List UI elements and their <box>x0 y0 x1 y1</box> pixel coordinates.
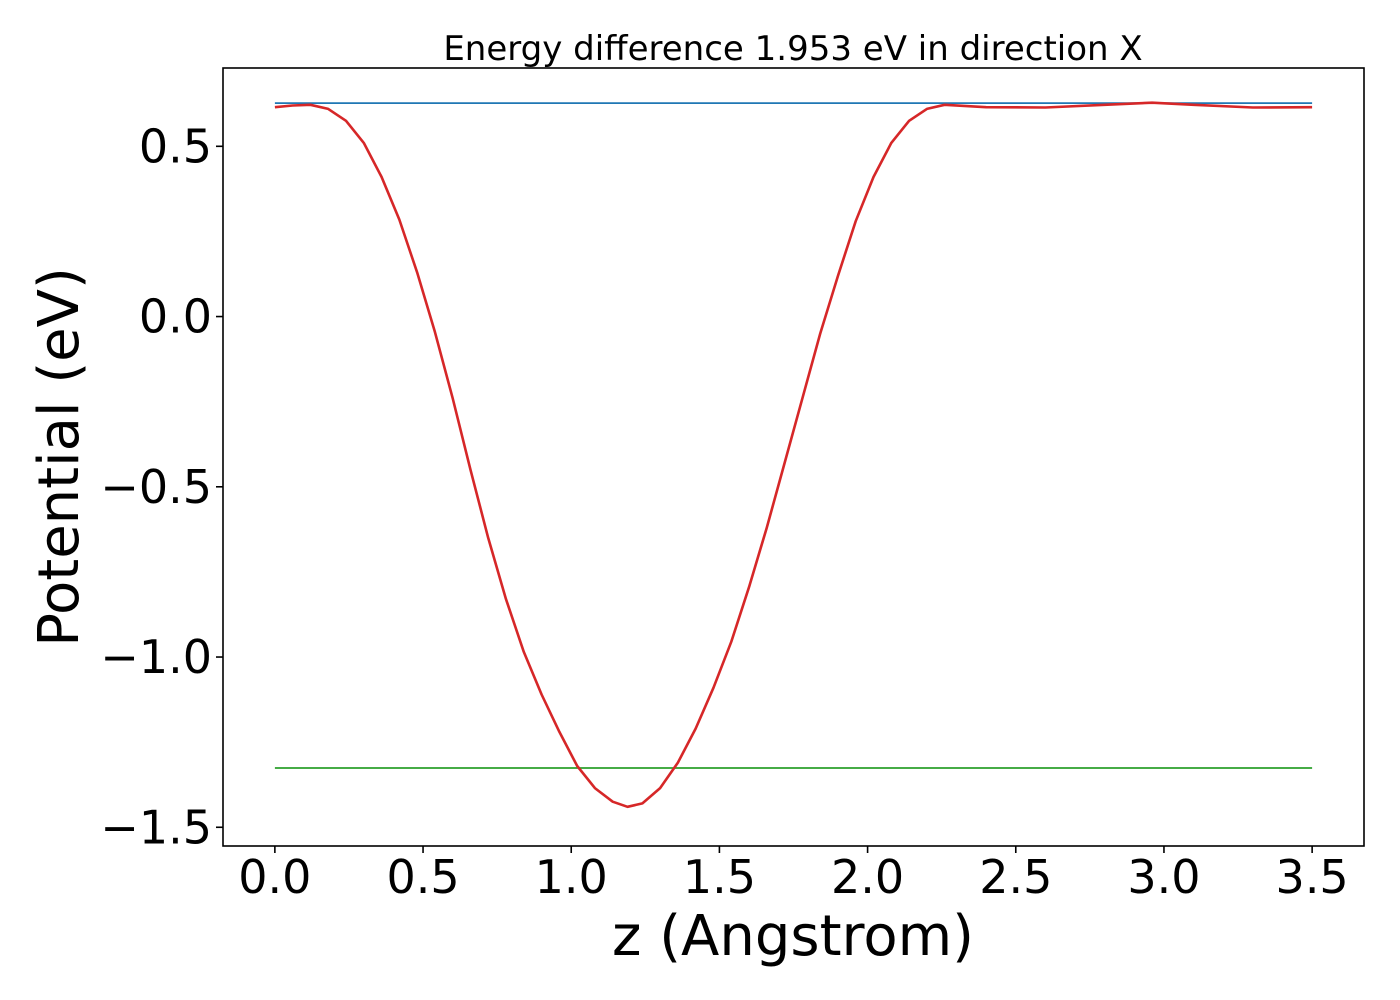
x-tick-label: 3.0 <box>1127 850 1200 904</box>
plot-area <box>274 101 1313 809</box>
x-tick-label: 2.0 <box>831 850 904 904</box>
y-axis-ticks: 0.5 0.0 −0.5 −1.0 −1.5 <box>100 119 223 854</box>
axes-frame <box>222 67 1365 847</box>
x-tick-label: 1.5 <box>683 850 756 904</box>
y-tick-label: −1.0 <box>100 630 212 684</box>
x-axis-label: z (Angstrom) <box>612 904 974 969</box>
y-tick-label: 0.5 <box>139 119 212 173</box>
x-axis-ticks: 0.0 0.5 1.0 1.5 2.0 2.5 3.0 3.5 <box>238 846 1349 904</box>
x-tick-label: 0.0 <box>238 850 311 904</box>
y-axis-label: Potential (eV) <box>27 267 92 647</box>
x-tick-label: 2.5 <box>979 850 1052 904</box>
x-tick-label: 0.5 <box>386 850 459 904</box>
y-tick-label: −0.5 <box>100 460 212 514</box>
x-tick-label: 1.0 <box>535 850 608 904</box>
chart-title: Energy difference 1.953 eV in direction … <box>443 29 1142 69</box>
y-tick-label: 0.0 <box>139 290 212 344</box>
x-tick-label: 3.5 <box>1276 850 1349 904</box>
series-line-3 <box>274 101 1313 809</box>
y-tick-label: −1.5 <box>100 800 212 854</box>
